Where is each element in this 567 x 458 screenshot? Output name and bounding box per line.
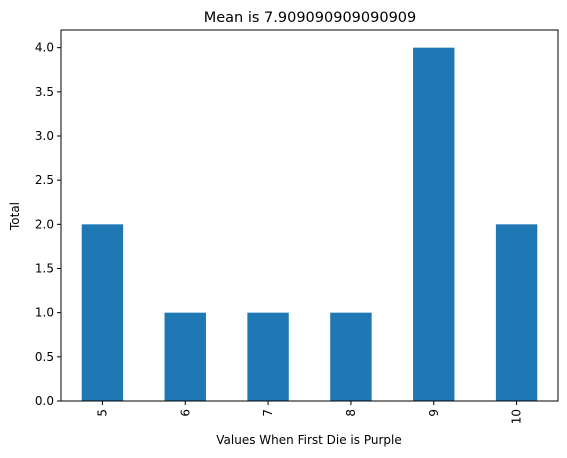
x-tick-label: 10 [510, 409, 524, 424]
y-tick-label: 2.0 [35, 217, 54, 231]
bar-8 [330, 312, 372, 401]
bar-5 [81, 224, 124, 401]
bar-9 [413, 47, 455, 402]
y-tick-label: 0.5 [35, 350, 54, 364]
bars-group [81, 47, 538, 402]
y-tick-label: 0.0 [35, 394, 54, 408]
y-axis-label: Total [8, 202, 22, 231]
bar-6 [164, 312, 206, 401]
y-tick-label: 1.5 [35, 262, 54, 276]
x-tick-label: 7 [261, 409, 275, 417]
bar-10 [495, 224, 538, 401]
y-tick-label: 2.5 [35, 173, 54, 187]
x-axis: 5 6 7 8 9 10 [95, 401, 524, 424]
chart-title: Mean is 7.909090909090909 [204, 10, 417, 26]
bar-7 [247, 312, 289, 401]
plot-area [60, 29, 559, 402]
y-tick-label: 1.0 [35, 306, 54, 320]
y-axis: 0.0 0.5 1.0 1.5 2.0 2.5 3.0 3.5 4.0 [35, 41, 61, 408]
x-tick-label: 8 [344, 409, 358, 417]
y-tick-label: 4.0 [35, 41, 54, 55]
x-axis-label: Values When First Die is Purple [216, 433, 401, 447]
x-tick-label: 6 [178, 409, 192, 417]
y-tick-label: 3.0 [35, 129, 54, 143]
x-tick-label: 5 [95, 409, 109, 417]
y-tick-label: 3.5 [35, 85, 54, 99]
x-tick-label: 9 [427, 409, 441, 417]
plot-frame [60, 29, 559, 402]
